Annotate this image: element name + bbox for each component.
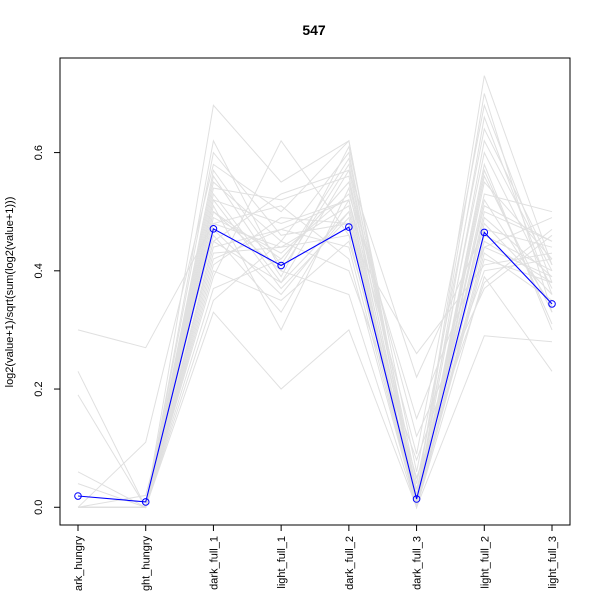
background-line bbox=[78, 151, 553, 508]
chart-title: 547 bbox=[302, 22, 326, 38]
highlight-series bbox=[74, 223, 556, 506]
x-tick-label: dark_full_2 bbox=[344, 536, 356, 590]
plot-frame bbox=[59, 57, 571, 526]
background-line bbox=[78, 127, 553, 508]
background-line bbox=[78, 151, 553, 508]
background-line bbox=[78, 311, 553, 509]
background-lines bbox=[77, 75, 553, 510]
x-tick-label: ark_hungry bbox=[73, 536, 85, 592]
x-tick-label: dark_full_1 bbox=[208, 536, 220, 590]
data-point bbox=[277, 261, 285, 270]
y-tick-label: 0.6 bbox=[33, 145, 45, 160]
data-point bbox=[141, 498, 150, 506]
background-line bbox=[78, 75, 553, 508]
background-line bbox=[78, 103, 553, 508]
series-line bbox=[77, 226, 553, 503]
y-tick-label: 0.4 bbox=[33, 263, 45, 278]
background-line bbox=[78, 139, 553, 508]
background-line bbox=[78, 181, 553, 508]
x-tick-label: light_full_2 bbox=[479, 536, 491, 589]
data-point bbox=[548, 300, 556, 308]
y-tick-label: 0.0 bbox=[33, 500, 45, 515]
axes: 0.0 0.2 0.4 0.6 ark_hungry ght_hungry dark_ful… bbox=[33, 57, 571, 592]
x-tick-label: light_full_1 bbox=[276, 536, 288, 589]
background-line bbox=[77, 211, 553, 508]
data-point bbox=[480, 228, 489, 237]
data-point bbox=[209, 225, 218, 233]
data-point bbox=[412, 495, 421, 503]
x-tick-label: light_full_3 bbox=[547, 536, 559, 589]
background-line bbox=[78, 169, 553, 508]
data-point bbox=[74, 492, 82, 500]
background-line bbox=[78, 93, 553, 508]
background-line bbox=[77, 139, 553, 508]
x-tick-label: ght_hungry bbox=[141, 536, 153, 592]
data-point bbox=[345, 223, 353, 231]
x-tick-label: dark_full_3 bbox=[412, 536, 424, 590]
y-axis-label: log2(value+1)/sqrt(sum(log2(value+1))) bbox=[4, 197, 16, 388]
background-line bbox=[78, 240, 553, 508]
background-line bbox=[78, 139, 553, 508]
y-tick-label: 0.2 bbox=[33, 381, 45, 396]
